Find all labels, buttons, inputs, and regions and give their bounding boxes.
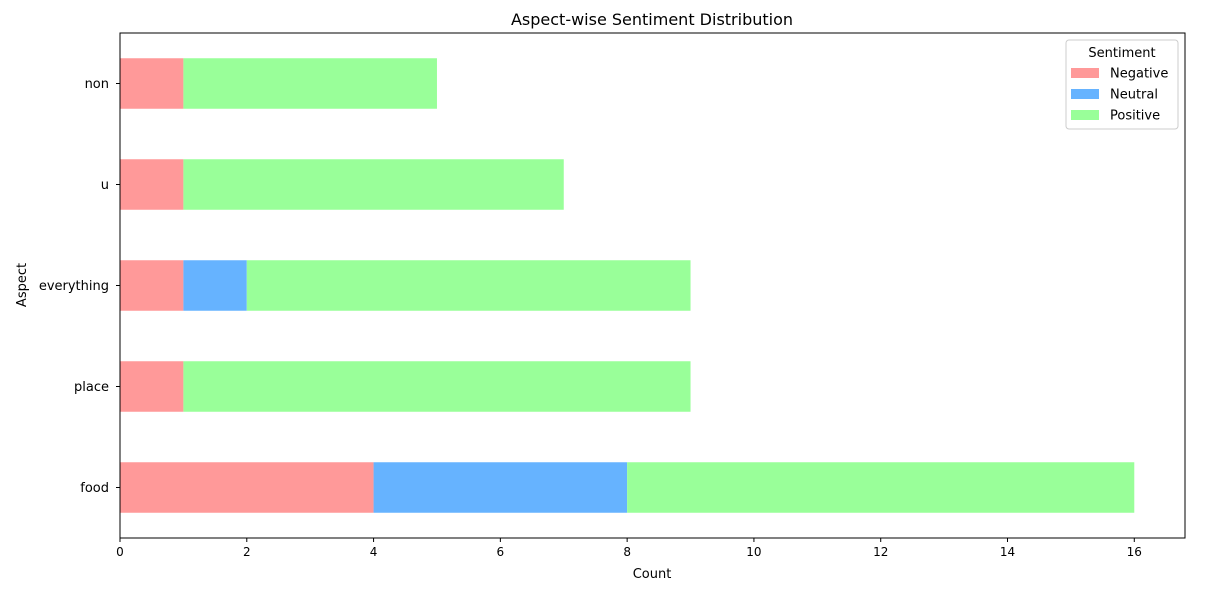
bars-group: [120, 58, 1135, 513]
x-tick-label: 2: [243, 545, 251, 559]
x-tick-label: 12: [873, 545, 888, 559]
legend-title: Sentiment: [1088, 46, 1155, 61]
bar-u-negative: [120, 159, 184, 210]
legend-label-negative: Negative: [1110, 67, 1168, 82]
legend-swatch-positive: [1071, 110, 1099, 120]
legend-label-positive: Positive: [1110, 109, 1160, 124]
bar-everything-neutral: [183, 260, 247, 311]
bar-u-positive: [183, 159, 564, 210]
y-tick-label: everything: [39, 279, 109, 294]
y-tick-label: non: [85, 77, 109, 92]
x-tick-label: 10: [746, 545, 761, 559]
x-tick-label: 6: [497, 545, 505, 559]
y-tick-label: place: [74, 380, 109, 395]
bar-food-negative: [120, 462, 374, 513]
bar-food-positive: [627, 462, 1135, 513]
bar-everything-negative: [120, 260, 184, 311]
legend-swatch-neutral: [1071, 89, 1099, 99]
x-tick-label: 14: [1000, 545, 1015, 559]
bar-non-negative: [120, 58, 184, 109]
y-tick-label: food: [80, 481, 109, 496]
bar-place-positive: [183, 361, 691, 412]
legend-box: [1065, 39, 1179, 130]
y-axis-label: Aspect: [15, 263, 30, 307]
x-tick-label: 0: [116, 545, 124, 559]
x-axis-label: Count: [633, 567, 672, 582]
bar-non-positive: [183, 58, 437, 109]
chart-title: Aspect-wise Sentiment Distribution: [511, 10, 793, 29]
legend-label-neutral: Neutral: [1110, 88, 1158, 103]
x-tick-label: 16: [1127, 545, 1142, 559]
legend: Sentiment Negative Neutral Positive: [1065, 39, 1179, 130]
bar-everything-positive: [246, 260, 691, 311]
bar-place-negative: [120, 361, 184, 412]
y-tick-label: u: [101, 178, 109, 193]
x-tick-label: 4: [370, 545, 378, 559]
axes-group: 0 2 4 6 8 10 12 14 16 food place everything u non: [39, 32, 1186, 559]
x-tick-label: 8: [623, 545, 631, 559]
legend-swatch-negative: [1071, 68, 1099, 78]
bar-food-neutral: [373, 462, 628, 513]
